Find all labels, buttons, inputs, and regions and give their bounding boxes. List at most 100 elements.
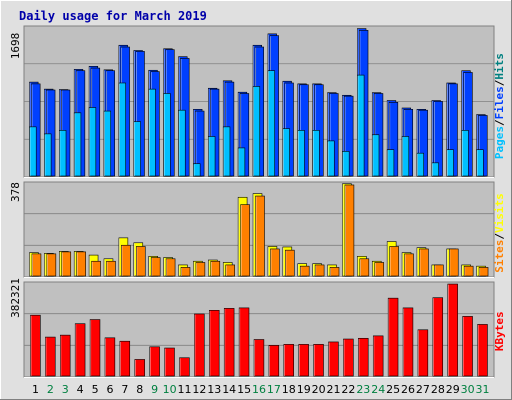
bar-sites-day-4 — [76, 251, 86, 277]
bar-sites-day-25 — [389, 246, 399, 277]
bar-kbytes-day-15 — [238, 307, 250, 377]
bar-pages-day-27 — [416, 152, 424, 177]
bottom-panel-legend: KBytes — [493, 311, 506, 351]
day-label-26: 26 — [401, 383, 415, 396]
bar-pages-day-10 — [163, 93, 171, 177]
bar-kbytes-day-4 — [74, 323, 86, 377]
bar-kbytes-day-2 — [45, 336, 56, 377]
bar-kbytes-day-1 — [30, 314, 41, 377]
bar-kbytes-day-29 — [447, 283, 458, 377]
bar-sites-day-29 — [448, 248, 459, 277]
bar-kbytes-day-13 — [209, 310, 220, 377]
bar-sites-day-21 — [329, 267, 340, 277]
bar-pages-day-12 — [193, 163, 201, 177]
bar-sites-day-15 — [240, 204, 250, 277]
legend-top-4: Hits — [493, 53, 506, 80]
top-panel-legend: Pages/Files/Hits — [493, 53, 506, 159]
bar-kbytes-day-3 — [60, 334, 71, 377]
bar-sites-day-19 — [299, 265, 310, 277]
day-label-25: 25 — [386, 383, 400, 396]
bar-pages-day-17 — [267, 70, 275, 177]
day-label-17: 17 — [267, 383, 281, 396]
bar-kbytes-day-17 — [268, 345, 280, 377]
middle-panel-sites-visits — [23, 181, 495, 278]
bar-kbytes-day-20 — [313, 344, 324, 377]
day-label-28: 28 — [431, 383, 445, 396]
bar-pages-day-22 — [342, 151, 350, 177]
bar-sites-day-10 — [165, 258, 176, 277]
bar-pages-day-4 — [73, 112, 82, 177]
bar-sites-day-18 — [285, 249, 295, 277]
bar-kbytes-day-9 — [149, 346, 160, 377]
bar-kbytes-day-7 — [119, 340, 131, 377]
bar-kbytes-day-19 — [298, 344, 309, 377]
bar-kbytes-day-12 — [194, 313, 205, 377]
day-label-30: 30 — [461, 383, 475, 396]
bar-sites-day-16 — [255, 195, 265, 277]
bar-sites-day-22 — [344, 184, 355, 277]
middle-panel-legend: Sites/Visits — [493, 193, 506, 273]
bar-kbytes-day-27 — [417, 329, 429, 377]
middle-panel-ymax: 378 — [9, 182, 22, 202]
legend-top-1: / — [493, 119, 506, 126]
middle-legend-text: Sites/Visits — [493, 193, 506, 273]
bar-pages-day-9 — [148, 88, 156, 177]
bar-sites-day-7 — [121, 244, 131, 277]
bar-kbytes-day-8 — [134, 359, 145, 377]
bar-pages-day-14 — [222, 126, 231, 177]
bar-pages-day-24 — [371, 134, 380, 177]
day-label-7: 7 — [121, 383, 128, 396]
day-label-27: 27 — [416, 383, 430, 396]
legend-middle-1: / — [493, 233, 506, 240]
top-panel-ymax: 1698 — [9, 33, 22, 60]
bar-pages-day-11 — [178, 109, 186, 177]
bar-kbytes-day-10 — [164, 347, 175, 377]
bar-pages-day-5 — [88, 107, 97, 177]
bar-kbytes-day-6 — [104, 337, 116, 377]
bar-sites-day-20 — [314, 264, 325, 277]
day-label-31: 31 — [476, 383, 490, 396]
bar-pages-day-7 — [118, 82, 126, 177]
bar-pages-day-28 — [431, 162, 439, 177]
bar-kbytes-day-25 — [387, 297, 399, 377]
bar-pages-day-29 — [446, 149, 454, 177]
top-legend-text: Pages/Files/Hits — [493, 53, 506, 159]
bar-pages-day-16 — [252, 86, 261, 177]
bar-sites-day-2 — [46, 253, 57, 277]
day-label-8: 8 — [136, 383, 143, 396]
day-label-21: 21 — [327, 383, 341, 396]
bar-sites-day-12 — [195, 262, 206, 277]
bar-pages-day-19 — [297, 130, 305, 177]
bottom-panel-ymax: 382321 — [9, 278, 22, 318]
day-label-1: 1 — [32, 383, 39, 396]
bar-kbytes-day-18 — [283, 344, 294, 377]
bar-pages-day-26 — [401, 136, 410, 177]
bar-sites-day-8 — [136, 246, 146, 277]
day-label-15: 15 — [237, 383, 251, 396]
bar-sites-day-5 — [91, 260, 101, 277]
bar-sites-day-24 — [374, 262, 385, 277]
bar-sites-day-11 — [180, 267, 191, 277]
bar-kbytes-day-22 — [343, 338, 354, 377]
day-label-29: 29 — [446, 383, 460, 396]
bar-sites-day-17 — [270, 248, 280, 277]
bar-kbytes-day-5 — [89, 319, 101, 377]
bar-kbytes-day-26 — [402, 307, 414, 377]
bar-pages-day-23 — [357, 74, 365, 177]
bar-pages-day-8 — [133, 121, 141, 177]
bar-kbytes-day-11 — [179, 357, 190, 377]
bar-pages-day-20 — [312, 130, 320, 177]
bar-sites-day-27 — [419, 248, 429, 277]
bar-sites-day-6 — [106, 260, 116, 277]
day-label-16: 16 — [252, 383, 266, 396]
bar-sites-day-3 — [61, 251, 72, 277]
day-label-20: 20 — [312, 383, 326, 396]
bar-sites-day-30 — [463, 265, 474, 277]
bar-pages-day-31 — [476, 149, 484, 177]
day-label-13: 13 — [207, 383, 221, 396]
bar-pages-day-25 — [386, 149, 395, 177]
bar-pages-day-1 — [29, 126, 37, 177]
x-axis-day-labels: 1 2 3 4 5 6 7 8 9 10 11 12 13 14 15 16 17 18 19 20 21 22 23 24 2… — [32, 383, 490, 396]
day-label-24: 24 — [371, 383, 385, 396]
